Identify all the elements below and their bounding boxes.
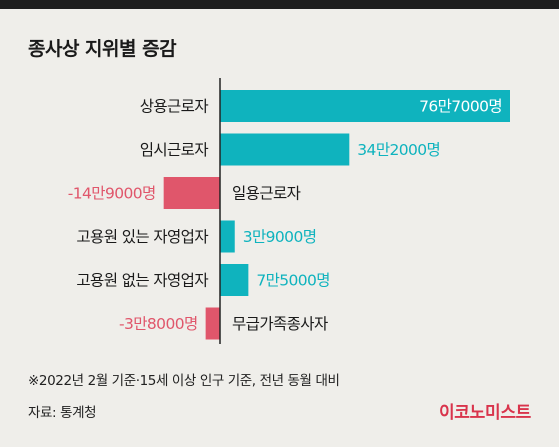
value-label-2: -14만9000명 bbox=[68, 185, 156, 203]
value-label-0: 76만7000명 bbox=[419, 98, 502, 116]
category-label-2: 일용근로자 bbox=[232, 185, 301, 203]
bar-1 bbox=[220, 133, 350, 166]
value-label-3: 3만9000명 bbox=[243, 228, 317, 246]
category-label-3: 고용원 있는 자영업자 bbox=[76, 228, 208, 246]
bar-5 bbox=[205, 307, 220, 340]
category-label-4: 고용원 없는 자영업자 bbox=[76, 272, 208, 290]
bar-2 bbox=[163, 177, 220, 209]
top-bar bbox=[0, 0, 559, 9]
footnote: ※2022년 2월 기준·15세 이상 인구 기준, 전년 동월 대비 bbox=[28, 373, 340, 389]
value-label-5: -3만8000명 bbox=[119, 315, 198, 333]
value-label-1: 34만2000명 bbox=[357, 141, 440, 159]
category-label-1: 임시근로자 bbox=[140, 141, 209, 159]
source-label: 자료: 통계청 bbox=[28, 405, 97, 421]
category-label-0: 상용근로자 bbox=[140, 98, 209, 116]
value-label-4: 7만5000명 bbox=[256, 272, 330, 290]
bar-4 bbox=[220, 264, 249, 296]
chart-title: 종사상 지위별 증감 bbox=[28, 38, 177, 60]
brand-logo: 이코노미스트 bbox=[438, 403, 531, 423]
category-label-5: 무급가족종사자 bbox=[232, 315, 328, 333]
bar-3 bbox=[220, 220, 235, 253]
bar-0 bbox=[220, 90, 510, 122]
